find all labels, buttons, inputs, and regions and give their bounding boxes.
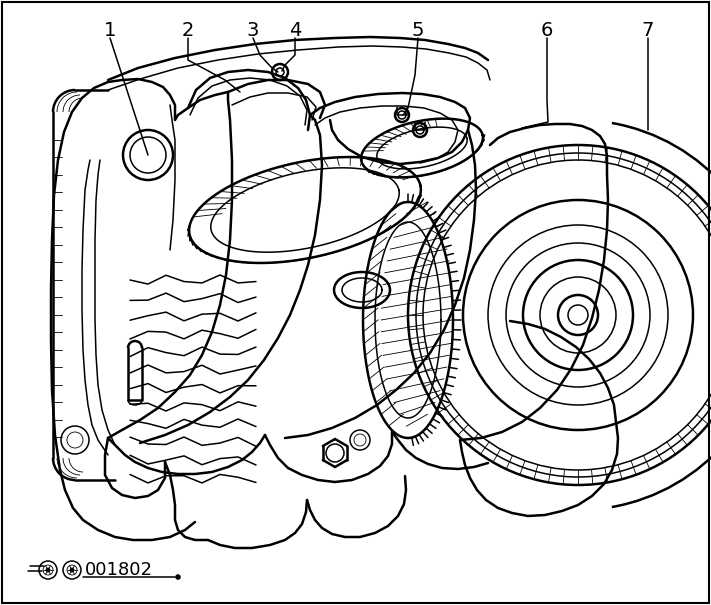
Text: 6: 6	[541, 21, 553, 39]
Text: 1: 1	[104, 21, 116, 39]
Text: 7: 7	[642, 21, 654, 39]
Circle shape	[46, 568, 50, 572]
Circle shape	[176, 575, 180, 579]
Circle shape	[70, 568, 74, 572]
Text: 3: 3	[247, 21, 260, 39]
Text: 4: 4	[289, 21, 301, 39]
Text: 001802: 001802	[85, 561, 153, 579]
Text: 2: 2	[182, 21, 194, 39]
Text: 5: 5	[412, 21, 424, 39]
